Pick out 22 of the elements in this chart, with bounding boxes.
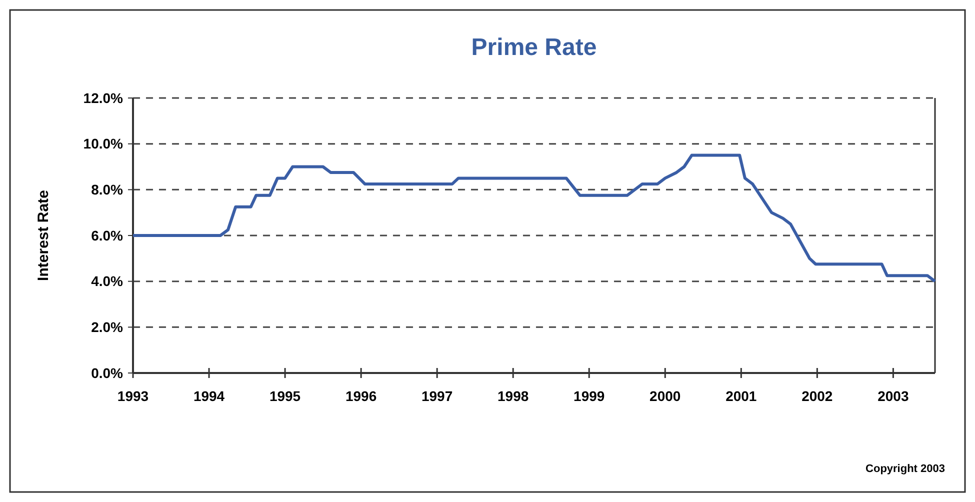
x-tick-label: 2003 (878, 388, 909, 404)
x-tick-label: 1996 (345, 388, 377, 404)
y-tick-label: 4.0% (91, 273, 124, 290)
y-tick-label: 10.0% (83, 136, 124, 152)
x-tick-label: 1994 (193, 388, 225, 404)
y-tick-label: 12.0% (83, 90, 124, 106)
y-tick-label: 0.0% (91, 364, 124, 381)
text: Copyright 2003 (866, 463, 945, 475)
x-tick-label: 1995 (269, 388, 301, 404)
y-tick-label: 8.0% (91, 182, 124, 198)
y-tick-label: 6.0% (91, 227, 124, 244)
x-tick-label: 1997 (422, 388, 453, 404)
x-tick-label: 1998 (498, 388, 529, 404)
x-tick-label: 2000 (650, 388, 681, 404)
x-tick-label: 1999 (574, 388, 605, 404)
x-tick-label: 2001 (726, 388, 757, 404)
line-series (132, 154, 936, 283)
chart-title: Prime Rate (471, 34, 597, 61)
y-tick-label: 2.0% (91, 319, 124, 336)
x-tick-label: 1993 (117, 388, 149, 404)
x-tick-label: 2002 (802, 388, 833, 404)
y-axis-title: Interest Rate (35, 190, 52, 281)
